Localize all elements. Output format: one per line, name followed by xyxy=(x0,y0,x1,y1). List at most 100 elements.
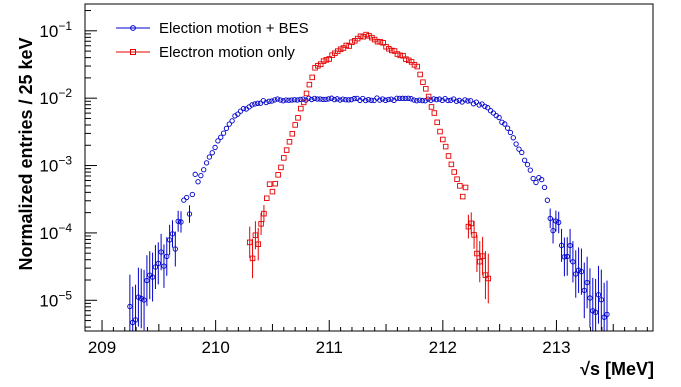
data-point xyxy=(442,143,449,150)
data-point xyxy=(220,130,227,136)
data-point xyxy=(428,104,435,110)
data-point xyxy=(510,135,516,141)
data-point xyxy=(328,95,335,101)
data-point xyxy=(351,95,357,102)
data-point xyxy=(379,96,386,102)
data-point xyxy=(249,255,256,262)
data-point xyxy=(570,259,576,265)
data-point xyxy=(331,97,338,103)
data-point xyxy=(558,242,565,248)
data-point xyxy=(300,99,307,106)
data-point xyxy=(417,71,423,78)
data-point xyxy=(468,220,474,227)
y-axis: 10−5 10−4 10−3 10−2 10−1 xyxy=(39,10,97,328)
data-point xyxy=(377,97,383,103)
data-point xyxy=(130,319,136,326)
data-point xyxy=(298,105,304,112)
data-point xyxy=(504,125,511,131)
data-point xyxy=(564,253,570,260)
data-point xyxy=(567,242,573,249)
plot-frame xyxy=(84,3,654,332)
data-point xyxy=(556,219,562,226)
data-point xyxy=(521,157,528,163)
data-point xyxy=(436,96,443,102)
data-point xyxy=(397,52,403,59)
plot-area xyxy=(127,31,610,331)
data-point xyxy=(530,175,536,182)
data-point xyxy=(399,95,406,101)
data-point xyxy=(448,161,455,168)
data-point xyxy=(425,93,432,100)
data-point xyxy=(573,271,579,277)
data-point xyxy=(172,246,178,252)
data-point xyxy=(377,39,384,45)
data-point xyxy=(598,297,604,303)
data-point xyxy=(141,297,147,303)
series-electron-motion xyxy=(246,31,492,304)
data-point xyxy=(363,31,369,38)
data-point xyxy=(169,231,176,237)
data-point xyxy=(465,223,472,230)
data-point xyxy=(212,144,218,151)
data-point xyxy=(237,108,244,114)
data-point xyxy=(402,95,409,101)
data-point xyxy=(255,100,261,106)
data-point xyxy=(346,43,352,49)
data-point xyxy=(473,99,480,105)
data-point xyxy=(317,96,323,102)
data-point xyxy=(482,103,488,110)
data-point xyxy=(192,171,198,177)
data-point xyxy=(261,210,267,217)
data-point xyxy=(457,183,463,189)
data-point xyxy=(300,96,306,102)
data-point xyxy=(295,115,301,121)
data-point xyxy=(278,164,284,171)
y-axis-title: Normalized entries / 25 keV xyxy=(16,37,36,270)
data-point xyxy=(135,294,142,300)
data-point xyxy=(283,97,289,103)
data-point xyxy=(459,193,466,200)
data-point xyxy=(326,96,332,102)
data-point xyxy=(314,96,320,102)
data-point xyxy=(292,122,298,128)
data-point xyxy=(553,218,559,224)
data-point xyxy=(453,98,460,104)
data-point xyxy=(479,253,486,259)
data-point xyxy=(547,215,553,221)
data-point xyxy=(345,97,352,103)
data-point xyxy=(411,62,418,68)
data-point xyxy=(308,96,315,103)
legend-entry-electron: Electron motion only xyxy=(116,44,295,61)
data-point xyxy=(340,96,346,102)
data-point xyxy=(451,169,457,175)
data-point xyxy=(575,267,582,273)
data-point xyxy=(382,97,389,103)
data-point xyxy=(462,97,468,103)
data-point xyxy=(181,197,187,203)
data-point xyxy=(306,81,313,88)
data-point xyxy=(468,98,474,104)
data-point xyxy=(309,74,315,81)
data-point xyxy=(138,295,144,302)
data-point xyxy=(215,138,221,144)
data-point xyxy=(445,97,451,104)
data-point xyxy=(323,96,329,103)
data-point xyxy=(257,100,264,106)
data-point xyxy=(289,131,296,137)
data-point xyxy=(433,96,440,103)
data-point xyxy=(152,264,159,270)
data-point xyxy=(252,232,259,238)
data-point xyxy=(502,121,508,127)
data-point xyxy=(366,33,372,39)
legend: Election motion + BES Electron motion on… xyxy=(116,20,309,61)
data-point xyxy=(280,98,286,104)
y-tick-label: 10−1 xyxy=(39,19,72,41)
data-point xyxy=(272,97,278,103)
data-point xyxy=(485,105,491,111)
data-point xyxy=(365,96,372,103)
x-axis: 209 210 211 212 213 xyxy=(88,320,648,357)
data-point xyxy=(406,57,412,64)
data-point xyxy=(448,97,454,103)
data-point xyxy=(550,227,556,234)
x-tick-label: 210 xyxy=(201,338,229,357)
